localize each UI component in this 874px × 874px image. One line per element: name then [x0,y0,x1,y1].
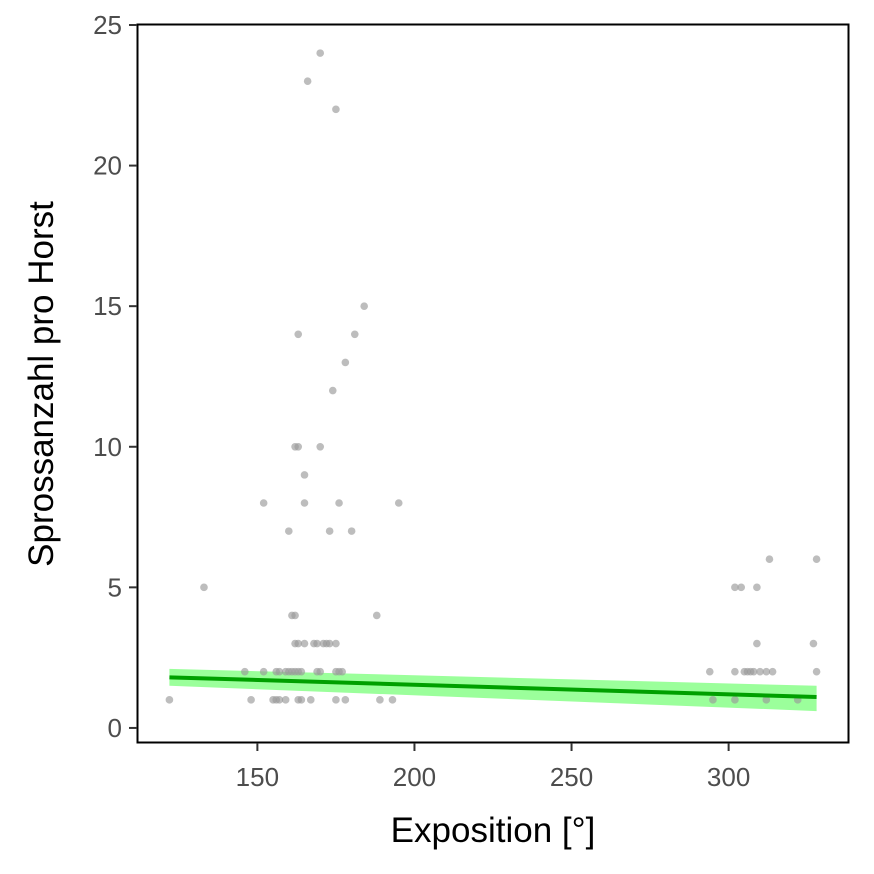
data-point-62 [709,696,717,704]
y-tick-label-20: 20 [93,151,122,181]
data-point-18 [291,611,299,620]
data-point-49 [335,499,343,507]
data-point-23 [294,442,303,451]
data-point-35 [313,639,321,648]
data-point-66 [737,583,745,592]
data-point-6 [259,667,268,676]
data-point-53 [341,696,350,704]
x-tick-label-150: 150 [236,762,279,792]
data-point-28 [297,667,306,676]
data-point-57 [372,611,381,620]
data-point-58 [376,696,384,704]
data-point-10 [275,696,284,704]
data-point-79 [809,639,818,648]
data-point-33 [306,696,315,704]
data-point-72 [753,583,761,592]
data-point-63 [731,583,739,592]
data-point-11 [275,667,284,676]
data-point-76 [765,555,774,564]
data-point-31 [300,639,309,648]
y-axis-title: Sprossanzahl pro Horst [22,201,61,567]
data-point-56 [360,302,368,310]
data-point-60 [394,499,403,507]
x-tick-label-250: 250 [550,762,593,792]
data-point-13 [281,696,290,704]
data-point-5 [259,499,268,507]
data-point-55 [350,330,359,339]
points-layer [165,49,821,704]
y-tick-label-5: 5 [108,572,122,602]
data-point-65 [731,696,739,704]
data-point-3 [241,667,249,676]
data-point-27 [297,696,306,704]
data-point-2 [200,583,208,592]
data-point-32 [303,77,312,86]
data-point-37 [316,49,325,57]
x-tick-label-300: 300 [707,762,750,792]
fit-line-layer [169,675,817,700]
y-tick-label-15: 15 [93,291,122,321]
data-point-81 [812,667,821,676]
x-axis-ticks: 150 200 250 300 [236,743,750,792]
data-point-77 [768,667,777,676]
data-point-54 [347,527,356,535]
data-point-75 [762,696,771,704]
data-point-59 [388,696,397,704]
data-point-61 [705,667,714,676]
y-tick-label-0: 0 [108,713,122,743]
data-point-22 [294,330,303,339]
y-tick-label-25: 25 [93,10,122,40]
x-axis-title: Exposition [°] [391,811,596,850]
data-point-45 [332,105,340,114]
data-point-39 [316,667,325,676]
data-point-29 [300,499,309,507]
data-point-52 [341,358,350,367]
data-point-48 [332,696,340,704]
data-point-73 [756,667,764,676]
x-tick-label-200: 200 [393,762,436,792]
data-point-80 [812,555,821,564]
data-point-42 [325,527,334,535]
data-point-30 [300,471,309,479]
y-tick-label-10: 10 [93,432,122,462]
data-point-4 [247,696,255,704]
data-point-74 [762,667,771,676]
data-point-70 [749,667,758,676]
confidence-band [169,668,817,712]
y-axis-ticks: 0 5 10 15 20 25 [93,10,137,743]
panel-border [136,23,850,744]
confidence-band-layer [169,668,817,712]
data-point-38 [316,442,325,451]
data-point-51 [338,667,347,676]
data-point-24 [294,639,303,648]
fit-line [169,675,817,700]
data-point-71 [753,639,761,648]
data-point-46 [332,639,340,648]
data-point-43 [325,639,334,648]
data-point-44 [328,386,337,395]
data-point-64 [731,667,739,676]
data-point-14 [284,527,293,535]
data-point-1 [165,696,174,704]
